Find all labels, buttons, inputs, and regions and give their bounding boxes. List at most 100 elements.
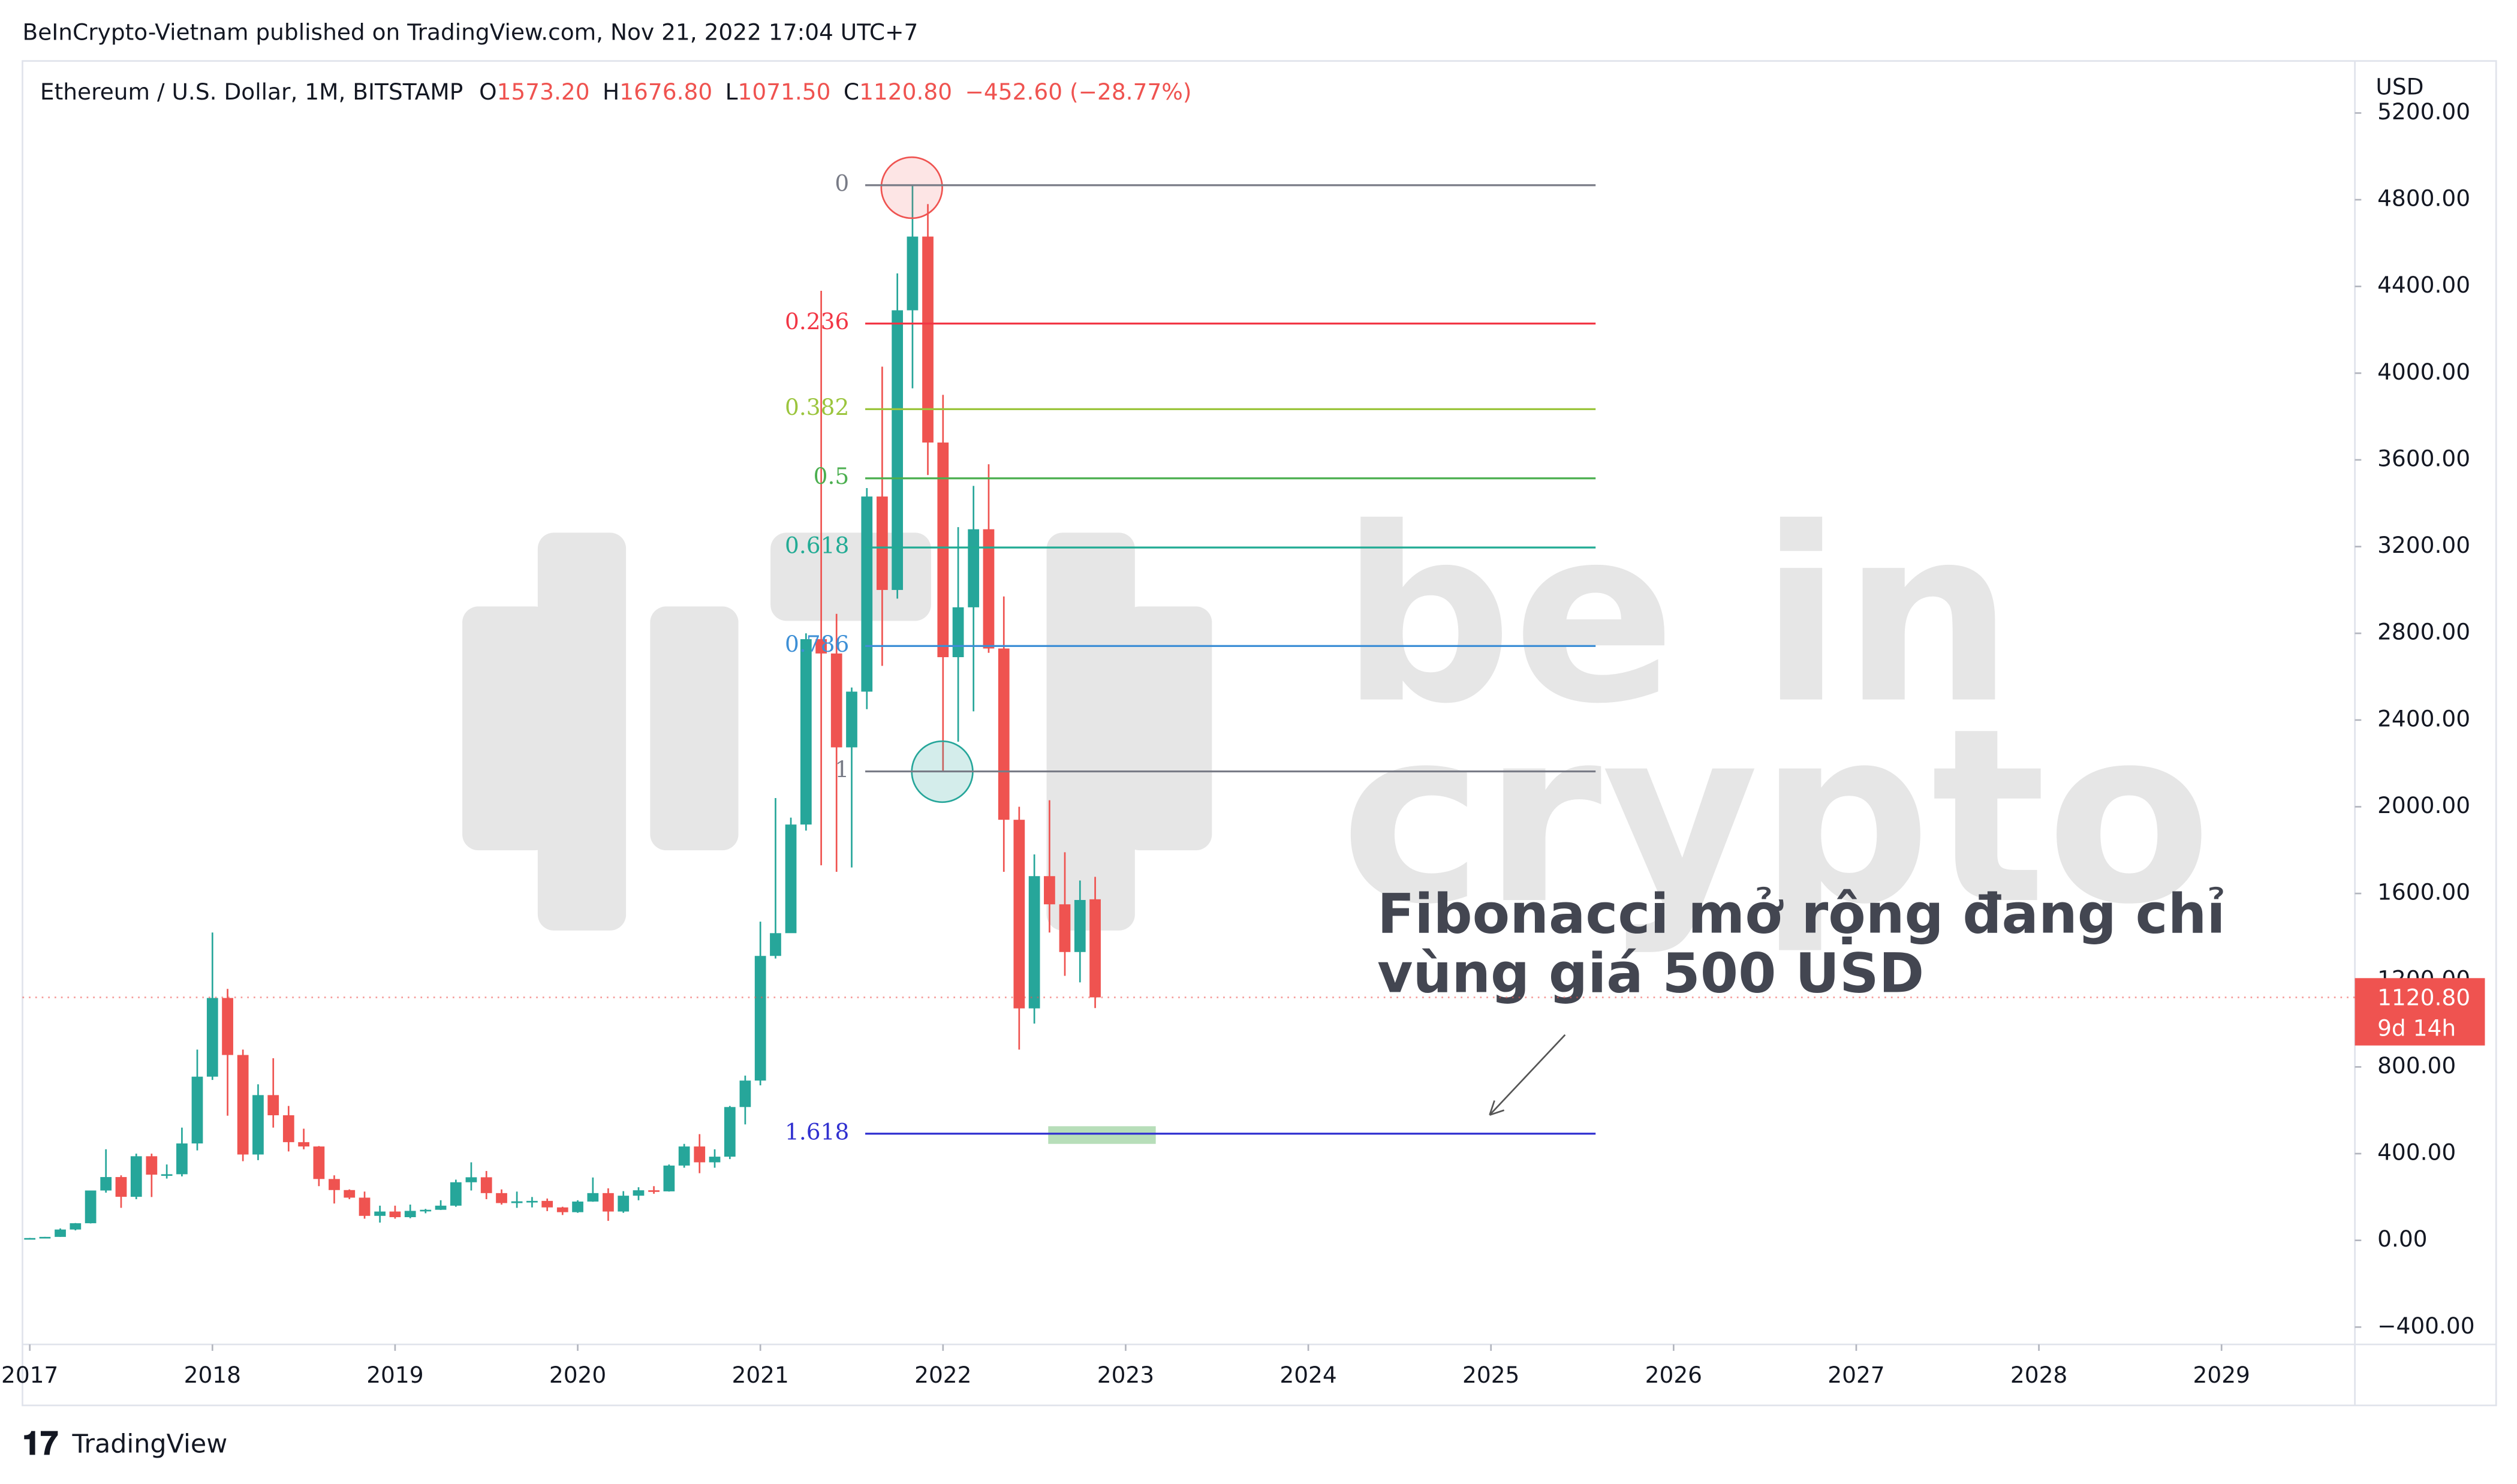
x-tick-label: 2018 bbox=[184, 1362, 241, 1388]
candle-body bbox=[130, 1156, 142, 1197]
candle-body bbox=[465, 1177, 477, 1182]
x-tick-label: 2025 bbox=[1462, 1362, 1519, 1388]
candle-body bbox=[983, 529, 995, 649]
y-tick-label: 5200.00 bbox=[2377, 98, 2470, 125]
candle-body bbox=[511, 1201, 523, 1203]
x-tick-label: 2022 bbox=[914, 1362, 971, 1388]
candle-body bbox=[770, 933, 781, 956]
candle-body bbox=[648, 1190, 660, 1192]
fib-label: 0.5 bbox=[814, 463, 850, 489]
fib-label: 1.618 bbox=[785, 1118, 849, 1145]
target-zone bbox=[1048, 1126, 1156, 1144]
y-unit: USD bbox=[2376, 74, 2423, 100]
candle-body bbox=[526, 1200, 538, 1203]
candle-body bbox=[952, 607, 964, 658]
price-tag-label: 1120.80 bbox=[2377, 985, 2470, 1011]
x-tick-label: 2020 bbox=[549, 1362, 606, 1388]
candle-body bbox=[359, 1197, 371, 1216]
y-tick-label: 0.00 bbox=[2377, 1226, 2427, 1252]
plot-area bbox=[24, 184, 1101, 1240]
fib-label: 1 bbox=[835, 756, 849, 782]
annotation: Fibonacci mở rộng đang chỉ bbox=[1377, 883, 2225, 946]
x-tick-label: 2028 bbox=[2010, 1362, 2067, 1388]
candle-body bbox=[1028, 876, 1040, 1009]
candle-body bbox=[146, 1156, 158, 1175]
y-tick-label: 2400.00 bbox=[2377, 705, 2470, 732]
candle-body bbox=[937, 443, 949, 658]
fib-label: 0.382 bbox=[785, 394, 849, 420]
candle-body bbox=[24, 1238, 36, 1240]
watermark-text: crypto bbox=[1341, 676, 2212, 957]
x-tick-label: 2017 bbox=[1, 1362, 58, 1388]
ohlc-key: O bbox=[479, 79, 497, 105]
candle-body bbox=[313, 1146, 325, 1179]
fib-label: 0 bbox=[835, 170, 849, 196]
candle-body bbox=[1074, 899, 1086, 952]
candle-body bbox=[709, 1157, 721, 1163]
candle-body bbox=[55, 1229, 66, 1237]
candle-body bbox=[907, 236, 919, 311]
ohlc-value: 1071.50 bbox=[737, 79, 830, 105]
candle-body bbox=[344, 1190, 356, 1198]
candle-body bbox=[633, 1190, 645, 1196]
x-tick-label: 2027 bbox=[1827, 1362, 1884, 1388]
candle-body bbox=[739, 1080, 751, 1107]
watermark-text: be in bbox=[1341, 476, 2014, 757]
candle-body bbox=[800, 639, 812, 825]
x-tick-label: 2021 bbox=[731, 1362, 788, 1388]
candle-body bbox=[252, 1095, 264, 1155]
candle-body bbox=[754, 956, 766, 1081]
symbol-legend: Ethereum / U.S. Dollar, 1M, BITSTAMP O157… bbox=[40, 79, 1192, 105]
candle-body bbox=[724, 1107, 736, 1157]
candle-body bbox=[892, 310, 904, 590]
candle-body bbox=[85, 1190, 97, 1224]
footer-brand: TradingView bbox=[71, 1429, 227, 1459]
candle-body bbox=[830, 653, 842, 748]
y-tick-label: 800.00 bbox=[2377, 1052, 2456, 1079]
symbol: Ethereum / U.S. Dollar, 1M, BITSTAMP bbox=[40, 79, 463, 105]
price-tag-countdown: 9d 14h bbox=[2377, 1015, 2456, 1041]
candle-body bbox=[267, 1095, 279, 1116]
arrow bbox=[1489, 1034, 1566, 1116]
candle-body bbox=[450, 1182, 462, 1206]
candle-body bbox=[846, 691, 857, 748]
y-tick-label: 4800.00 bbox=[2377, 185, 2470, 212]
candle-body bbox=[1059, 904, 1071, 952]
ohlc-value: 1120.80 bbox=[859, 79, 952, 105]
fib-label: 0.618 bbox=[785, 532, 849, 559]
y-tick-label: 4400.00 bbox=[2377, 272, 2470, 298]
y-tick-label: 400.00 bbox=[2377, 1139, 2456, 1166]
candle-body bbox=[1044, 876, 1055, 905]
candle-body bbox=[374, 1211, 386, 1216]
x-tick-label: 2019 bbox=[366, 1362, 423, 1388]
candle-body bbox=[176, 1143, 188, 1175]
candle-body bbox=[39, 1236, 51, 1239]
candle-body bbox=[618, 1196, 630, 1212]
y-tick-label: 2000.00 bbox=[2377, 792, 2470, 818]
change: −452.60 (−28.77%) bbox=[965, 79, 1192, 105]
y-tick-label: 1600.00 bbox=[2377, 879, 2470, 905]
candle-body bbox=[435, 1205, 447, 1210]
high-marker bbox=[880, 156, 943, 219]
fib-label: 0.236 bbox=[785, 308, 849, 335]
candle-body bbox=[663, 1165, 675, 1191]
y-tick-label: 4000.00 bbox=[2377, 359, 2470, 385]
candle-body bbox=[100, 1177, 112, 1191]
y-tick-label: 2800.00 bbox=[2377, 619, 2470, 645]
price-tag bbox=[2355, 978, 2485, 1046]
logo-mark: 𝟏𝟕 bbox=[22, 1424, 58, 1462]
candle-body bbox=[922, 236, 934, 443]
y-tick-label: −400.00 bbox=[2377, 1313, 2475, 1339]
watermark-logo bbox=[462, 532, 1212, 931]
candle-body bbox=[678, 1146, 690, 1166]
candle-body bbox=[237, 1055, 249, 1155]
candle-body bbox=[115, 1177, 127, 1197]
chart-frame bbox=[22, 60, 2497, 1407]
candle-body bbox=[206, 998, 218, 1077]
candle-body bbox=[785, 824, 797, 934]
candle-body bbox=[541, 1200, 553, 1208]
candle-body bbox=[70, 1223, 82, 1230]
y-tick-label: 3600.00 bbox=[2377, 445, 2470, 471]
